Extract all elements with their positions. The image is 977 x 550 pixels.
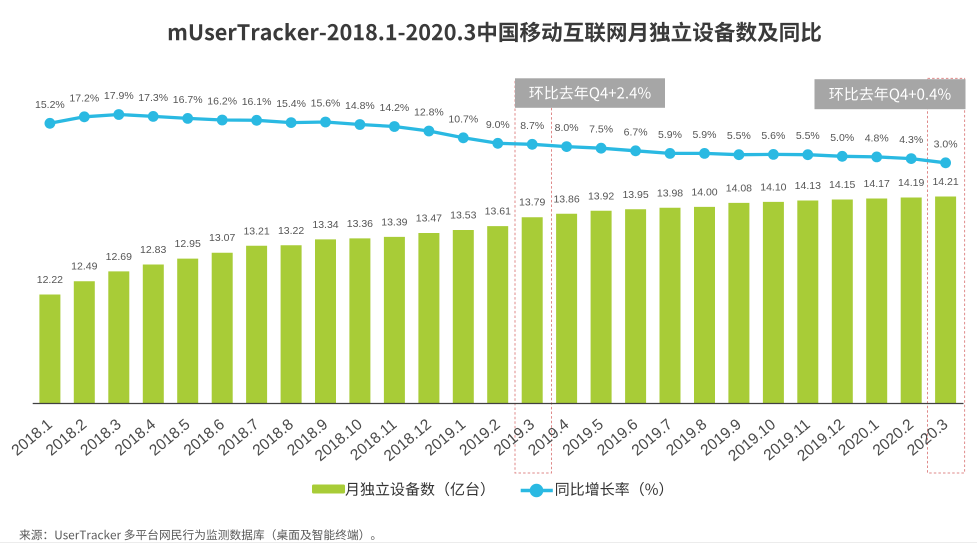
svg-text:13.07: 13.07 — [209, 232, 235, 244]
svg-text:14.13: 14.13 — [795, 180, 821, 192]
svg-text:8.7%: 8.7% — [520, 120, 544, 132]
svg-text:4.3%: 4.3% — [899, 134, 923, 146]
svg-text:6.7%: 6.7% — [624, 126, 648, 138]
svg-text:5.9%: 5.9% — [693, 129, 717, 141]
svg-text:14.19: 14.19 — [898, 177, 924, 189]
svg-text:10.7%: 10.7% — [448, 113, 478, 125]
svg-text:5.6%: 5.6% — [761, 130, 785, 142]
svg-text:15.2%: 15.2% — [35, 99, 65, 111]
svg-text:12.69: 12.69 — [106, 251, 132, 263]
svg-text:14.15: 14.15 — [829, 179, 855, 191]
svg-text:14.00: 14.00 — [691, 186, 717, 198]
svg-text:8.0%: 8.0% — [555, 122, 579, 134]
svg-text:17.9%: 17.9% — [104, 90, 134, 102]
svg-text:14.21: 14.21 — [932, 176, 958, 188]
svg-text:13.22: 13.22 — [278, 225, 304, 237]
svg-text:13.95: 13.95 — [622, 189, 648, 201]
svg-text:7.5%: 7.5% — [589, 124, 613, 136]
svg-text:4.8%: 4.8% — [865, 132, 889, 144]
svg-text:13.36: 13.36 — [347, 218, 373, 230]
svg-text:13.61: 13.61 — [485, 206, 511, 218]
svg-text:14.08: 14.08 — [726, 182, 752, 194]
svg-text:13.34: 13.34 — [312, 219, 338, 231]
svg-text:14.2%: 14.2% — [380, 102, 410, 114]
svg-text:15.4%: 15.4% — [276, 98, 306, 110]
svg-text:17.3%: 17.3% — [138, 92, 168, 104]
svg-text:5.9%: 5.9% — [658, 129, 682, 141]
svg-text:13.92: 13.92 — [588, 190, 614, 202]
svg-text:12.49: 12.49 — [71, 261, 97, 273]
svg-text:14.10: 14.10 — [760, 181, 786, 193]
svg-text:9.0%: 9.0% — [486, 119, 510, 131]
svg-text:5.0%: 5.0% — [830, 132, 854, 144]
svg-text:13.47: 13.47 — [416, 213, 442, 225]
svg-text:3.0%: 3.0% — [934, 138, 958, 150]
svg-text:16.1%: 16.1% — [242, 96, 272, 108]
svg-text:16.7%: 16.7% — [173, 94, 203, 106]
svg-text:13.98: 13.98 — [657, 187, 683, 199]
svg-text:17.2%: 17.2% — [69, 92, 99, 104]
svg-text:15.6%: 15.6% — [311, 98, 341, 110]
svg-text:12.83: 12.83 — [140, 244, 166, 256]
svg-text:13.79: 13.79 — [519, 197, 545, 209]
svg-text:16.2%: 16.2% — [207, 96, 237, 108]
svg-text:13.21: 13.21 — [243, 225, 269, 237]
svg-text:5.5%: 5.5% — [796, 130, 820, 142]
svg-text:14.17: 14.17 — [864, 178, 890, 190]
svg-text:12.8%: 12.8% — [414, 107, 444, 119]
svg-text:12.22: 12.22 — [37, 274, 63, 286]
svg-text:14.8%: 14.8% — [345, 100, 375, 112]
svg-text:13.39: 13.39 — [381, 216, 407, 228]
svg-text:13.86: 13.86 — [553, 193, 579, 205]
svg-text:13.53: 13.53 — [450, 210, 476, 222]
svg-text:12.95: 12.95 — [175, 238, 201, 250]
svg-text:5.5%: 5.5% — [727, 130, 751, 142]
